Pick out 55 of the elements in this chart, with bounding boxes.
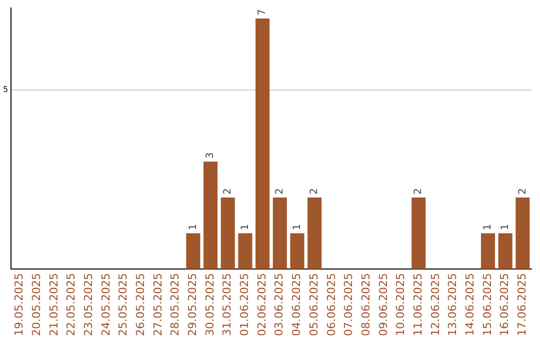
- bar: [498, 233, 512, 270]
- x-tick-label: 24.05.2025: [99, 273, 112, 336]
- data-label: 2: [274, 188, 286, 194]
- bar: [186, 233, 200, 270]
- x-tick-label: 03.06.2025: [272, 273, 286, 336]
- x-tick-label: 31.05.2025: [220, 273, 234, 336]
- x-tick-label: 11.06.2025: [411, 273, 424, 336]
- bar: [238, 233, 252, 270]
- bar: [516, 197, 530, 270]
- bar: [308, 197, 322, 270]
- y-tick-label: 5: [2, 85, 8, 94]
- x-tick-label: 04.06.2025: [290, 273, 304, 336]
- x-tick-label: 28.05.2025: [168, 273, 182, 336]
- x-tick-label: 25.05.2025: [116, 273, 130, 336]
- data-label: 7: [257, 9, 268, 16]
- x-tick-label: 09.06.2025: [376, 273, 390, 336]
- data-label: 3: [205, 152, 216, 159]
- x-tick-label: 29.05.2025: [186, 273, 200, 336]
- bar: [412, 197, 426, 270]
- x-tick-label: 30.05.2025: [203, 273, 216, 336]
- x-tick-label: 13.06.2025: [446, 273, 460, 336]
- data-label: 2: [413, 188, 424, 194]
- x-tick-label: 23.05.2025: [82, 273, 95, 336]
- bar: [203, 162, 218, 270]
- x-tick-label: 17.06.2025: [516, 273, 529, 336]
- bar: [290, 233, 304, 270]
- data-label: 1: [188, 224, 199, 230]
- x-tick-label: 06.06.2025: [324, 273, 338, 336]
- x-tick-label: 02.06.2025: [255, 273, 268, 336]
- bar: [272, 197, 287, 270]
- data-label: 2: [309, 188, 320, 194]
- data-label: 1: [240, 224, 251, 230]
- data-label: 1: [482, 224, 494, 230]
- x-tick-label: 05.06.2025: [307, 273, 320, 336]
- x-tick-label: 22.05.2025: [64, 273, 78, 336]
- x-tick-label: 26.05.2025: [134, 273, 148, 336]
- data-label: 2: [517, 188, 528, 194]
- x-tick-label: 15.06.2025: [480, 273, 494, 336]
- x-tick-label: 27.05.2025: [151, 273, 164, 336]
- x-tick-label: 10.06.2025: [394, 273, 408, 336]
- x-tick-label: 21.05.2025: [47, 273, 60, 336]
- x-tick-label: 20.05.2025: [30, 273, 43, 336]
- x-tick-label: 08.06.2025: [359, 273, 372, 336]
- x-tick-label: 07.06.2025: [342, 273, 356, 336]
- x-tick-label: 01.06.2025: [238, 273, 252, 336]
- x-tick-label: 14.06.2025: [464, 273, 476, 336]
- bar: [256, 18, 270, 270]
- data-label: 2: [222, 188, 234, 194]
- data-label: 1: [500, 224, 511, 230]
- x-tick-label: 19.05.2025: [12, 273, 26, 336]
- x-tick-label: 12.06.2025: [428, 273, 442, 336]
- bar: [480, 233, 496, 270]
- x-tick-label: 16.06.2025: [498, 273, 512, 336]
- bar: [220, 197, 235, 270]
- data-label: 1: [292, 224, 303, 230]
